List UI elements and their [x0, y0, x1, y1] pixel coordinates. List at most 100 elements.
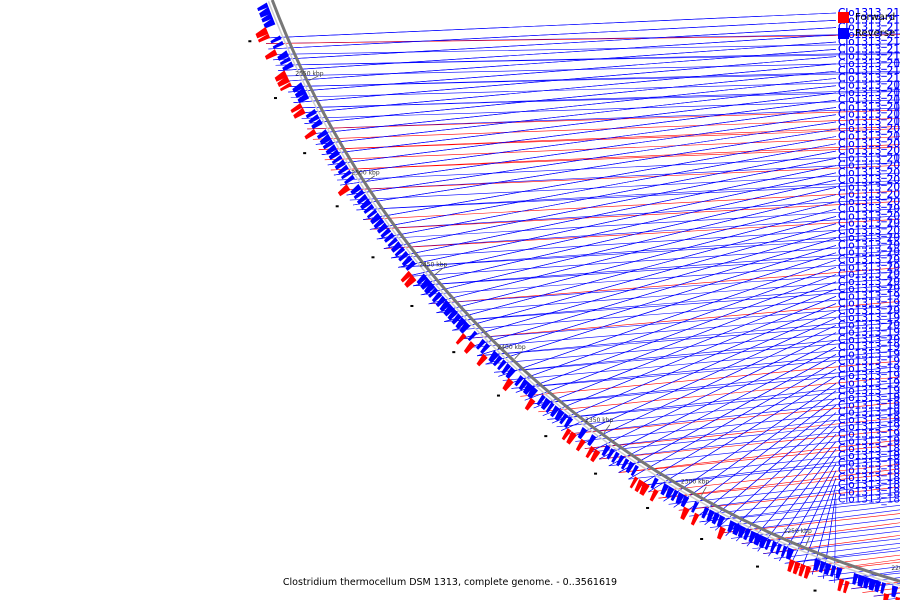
forward-gene-feature	[290, 102, 303, 113]
forward-gene-feature	[639, 481, 650, 496]
reverse-gene-feature	[377, 222, 389, 234]
leader-line	[265, 33, 900, 44]
leader-line	[309, 78, 837, 135]
reverse-gene-feature	[370, 212, 382, 225]
leader-line	[268, 19, 837, 50]
reverse-gene-label: Clo1313_1967	[838, 378, 900, 390]
reverse-gene-feature	[447, 308, 459, 321]
leader-line	[608, 346, 837, 467]
leader-line	[398, 232, 900, 268]
reverse-gene-label: Clo1313_1959	[838, 276, 900, 288]
tick-label: 2200 kbp	[891, 565, 900, 572]
reverse-gene-feature	[830, 565, 837, 577]
leader-line	[383, 218, 900, 249]
tick-label: 2300 kbp	[681, 479, 709, 486]
reverse-gene-label: Clo1313_1942	[838, 378, 900, 390]
tick-label: 2250 kbp	[784, 528, 812, 535]
tick-mark	[434, 267, 444, 275]
leader-line	[293, 56, 837, 103]
reverse-gene-label: Clo1313_2100	[838, 109, 900, 121]
reverse-gene-feature	[514, 374, 524, 387]
reverse-gene-label: Clo1313_2043	[838, 239, 900, 251]
leader-line	[556, 392, 900, 428]
leader-line	[452, 294, 900, 331]
forward-gene-feature	[524, 397, 536, 411]
reverse-gene-feature	[263, 17, 276, 29]
reverse-gene-label: Clo1313_2017	[838, 210, 900, 222]
leader-line	[356, 180, 900, 211]
leader-line	[599, 429, 900, 460]
leader-line	[520, 360, 900, 397]
reverse-gene-label: Clo1313_1972	[838, 247, 900, 259]
reverse-gene-feature	[428, 287, 439, 298]
leader-line	[428, 201, 837, 305]
small-gene-marker	[335, 205, 339, 208]
forward-gene-feature	[279, 82, 292, 92]
reverse-gene-feature	[311, 118, 323, 130]
legend-reverse-label: Reverse	[855, 27, 896, 39]
reverse-gene-feature	[813, 558, 822, 572]
leader-line	[296, 91, 900, 109]
reverse-gene-feature	[390, 241, 403, 253]
leader-line	[369, 197, 900, 230]
reverse-gene-feature	[497, 359, 507, 371]
forward-gene-feature	[843, 580, 850, 594]
leader-line	[689, 491, 900, 517]
leader-line	[413, 254, 900, 287]
reverse-gene-feature	[601, 444, 611, 457]
reverse-gene-feature	[322, 139, 334, 150]
leader-line	[327, 99, 837, 166]
reverse-gene-label: Clo1313_1992	[838, 319, 900, 331]
leader-line	[658, 472, 900, 499]
reverse-gene-feature	[305, 108, 317, 119]
reverse-gene-label: Clo1313_1978	[838, 283, 900, 295]
reverse-gene-feature	[439, 299, 451, 312]
reverse-gene-feature	[297, 92, 310, 104]
leader-line	[529, 366, 900, 405]
reverse-gene-label: Clo1313_1947	[838, 298, 900, 310]
small-gene-marker	[700, 537, 704, 540]
leader-line	[720, 509, 900, 534]
reverse-gene-label: Clo1313_2040	[838, 254, 900, 266]
forward-gene-feature	[455, 333, 467, 345]
leader-line	[376, 150, 837, 240]
position-ticks: 2550 kbp 2500 kbp 2450 kbp 2400 kbp 2350 kbp…	[295, 70, 900, 572]
reverse-gene-feature	[775, 543, 783, 555]
leader-line	[405, 179, 837, 277]
reverse-gene-feature	[431, 291, 443, 303]
reverse-gene-label: Clo1313_1872	[838, 486, 900, 498]
leader-line	[265, 34, 900, 44]
reverse-gene-feature	[488, 350, 500, 364]
reverse-gene-feature	[550, 405, 560, 418]
reverse-gene-label: Clo1313_1864	[838, 486, 900, 498]
reverse-gene-label: Clo1313_1943	[838, 356, 900, 368]
reverse-gene-label: Clo1313_2141	[838, 14, 900, 26]
small-gene-marker	[410, 304, 414, 307]
forward-gene-feature	[255, 26, 269, 39]
reverse-gene-feature	[753, 532, 763, 546]
reverse-gene-label: Clo1313_2115	[838, 36, 900, 48]
leader-line	[315, 85, 837, 145]
reverse-gene-label: Clo1313_1979	[838, 232, 900, 244]
leader-line	[420, 194, 837, 296]
reverse-gene-label: Clo1313_2176	[838, 14, 900, 26]
leader-line	[318, 126, 900, 150]
leader-line	[420, 260, 900, 296]
reverse-gene-feature	[344, 174, 355, 185]
reverse-gene-feature	[764, 538, 772, 551]
leader-line	[383, 157, 837, 249]
reverse-gene-feature	[606, 448, 615, 460]
leader-line	[561, 310, 837, 431]
leader-line	[584, 412, 900, 449]
reverse-gene-label: Clo1313_2024	[838, 145, 900, 157]
reverse-gene-feature	[270, 35, 282, 44]
reverse-gene-label: Clo1313_1894	[838, 399, 900, 411]
forward-gene-feature	[575, 438, 586, 452]
reverse-gene-label: Clo1313_2138	[838, 65, 900, 77]
reverse-gene-label: Clo1313_1892	[838, 457, 900, 469]
reverse-gene-feature	[559, 412, 569, 425]
reverse-gene-feature	[835, 566, 843, 580]
tick-mark	[309, 75, 319, 81]
reverse-gene-label: Clo1313_1944	[838, 312, 900, 324]
